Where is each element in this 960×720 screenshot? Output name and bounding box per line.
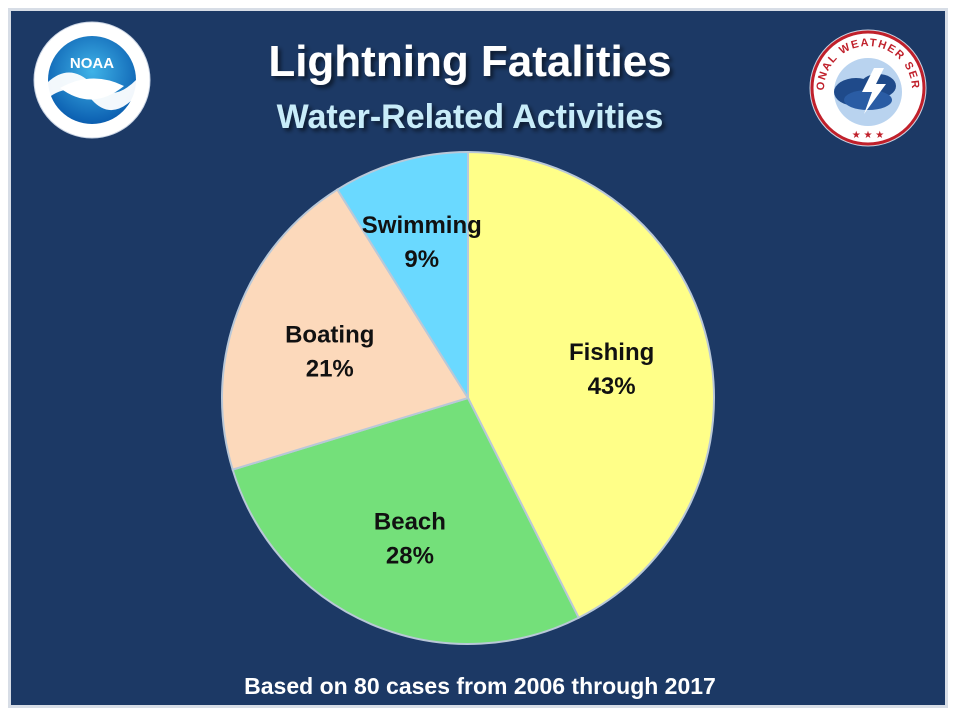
pie-slice-swimming <box>335 150 469 402</box>
nws-stars-icon: ★ ★ ★ <box>852 130 884 141</box>
chart-subtitle: Water-Related Activities <box>277 98 664 136</box>
slice-value-swimming: 9% <box>404 246 439 273</box>
noaa-wordmark: NOAA <box>70 55 114 72</box>
pie-slice-fishing <box>467 150 715 620</box>
slice-label-fishing: Fishing <box>569 339 654 366</box>
pie-chart <box>221 150 715 645</box>
pie-slice-beach <box>231 396 581 645</box>
pie-labels: Fishing 43% Beach 28% Boating 21% Swimming 9% <box>285 212 654 569</box>
slice-label-beach: Beach <box>374 509 446 536</box>
noaa-logo: NOAA <box>33 21 151 139</box>
slice-value-boating: 21% <box>306 355 354 382</box>
pie-slice-boating <box>221 188 470 471</box>
slice-value-fishing: 43% <box>588 373 636 400</box>
chart-footnote: Based on 80 cases from 2006 through 2017 <box>244 673 716 699</box>
slice-label-swimming: Swimming <box>362 212 482 239</box>
slice-label-boating: Boating <box>285 321 374 348</box>
chart-title: Lightning Fatalities <box>268 37 671 86</box>
slice-value-beach: 28% <box>386 543 434 570</box>
